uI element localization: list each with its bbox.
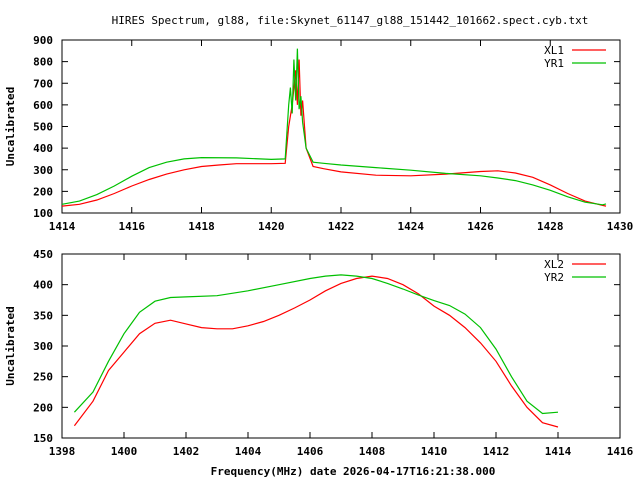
y-tick-label: 100 <box>33 207 53 220</box>
x-tick-label: 1408 <box>359 445 386 458</box>
y-tick-label: 200 <box>33 401 53 414</box>
chart-title: HIRES Spectrum, gl88, file:Skynet_61147_… <box>112 14 589 27</box>
y-tick-label: 300 <box>33 340 53 353</box>
x-tick-label: 1422 <box>328 220 355 233</box>
series-line-YR2 <box>73 274 559 415</box>
y-tick-label: 400 <box>33 142 53 155</box>
y-tick-label: 800 <box>33 56 53 69</box>
y-tick-label: 300 <box>33 164 53 177</box>
y-tick-label: 150 <box>33 432 53 445</box>
x-tick-label: 1430 <box>607 220 634 233</box>
y-tick-label: 600 <box>33 99 53 112</box>
series-line-YR1 <box>61 48 607 206</box>
plot-frame <box>61 253 621 439</box>
x-axis-label: Frequency(MHz) date 2026-04-17T16:21:38.… <box>211 465 496 478</box>
legend-label: XL2 <box>544 258 564 271</box>
y-tick-label: 350 <box>33 309 53 322</box>
plot-1: 100 200 300 400 500 600 700 800 900 1414 1416 1418 1… <box>4 34 633 233</box>
x-tick-label: 1424 <box>398 220 425 233</box>
x-tick-label: 1414 <box>49 220 76 233</box>
x-tick-label: 1412 <box>483 445 510 458</box>
y-axis-label: Uncalibrated <box>4 306 17 385</box>
y-tick-label: 400 <box>33 279 53 292</box>
x-tick-label: 1428 <box>537 220 564 233</box>
y-axis-label: Uncalibrated <box>4 87 17 166</box>
y-tick-label: 250 <box>33 371 53 384</box>
x-tick-label: 1418 <box>188 220 215 233</box>
plot-2: 150 200 250 300 350 400 450 1398 1400 1402 1404 140… <box>4 248 634 478</box>
x-tick-label: 1398 <box>49 445 76 458</box>
plot-frame <box>61 39 621 214</box>
x-tick-label: 1426 <box>467 220 494 233</box>
y-tick-label: 450 <box>33 248 53 261</box>
x-tick-label: 1400 <box>111 445 138 458</box>
legend-label: XL1 <box>544 44 564 57</box>
x-tick-label: 1404 <box>235 445 262 458</box>
x-tick-label: 1414 <box>545 445 572 458</box>
legend-label: YR1 <box>544 57 564 70</box>
x-tick-label: 1406 <box>297 445 324 458</box>
series-line-XL1 <box>61 59 607 207</box>
series-line-XL2 <box>73 275 559 428</box>
y-tick-label: 900 <box>33 34 53 47</box>
x-tick-label: 1420 <box>258 220 285 233</box>
y-tick-label: 200 <box>33 185 53 198</box>
x-tick-label: 1410 <box>421 445 448 458</box>
legend-label: YR2 <box>544 271 564 284</box>
x-tick-label: 1416 <box>119 220 146 233</box>
x-tick-label: 1416 <box>607 445 634 458</box>
y-tick-label: 500 <box>33 121 53 134</box>
x-tick-label: 1402 <box>173 445 200 458</box>
y-tick-label: 700 <box>33 77 53 90</box>
